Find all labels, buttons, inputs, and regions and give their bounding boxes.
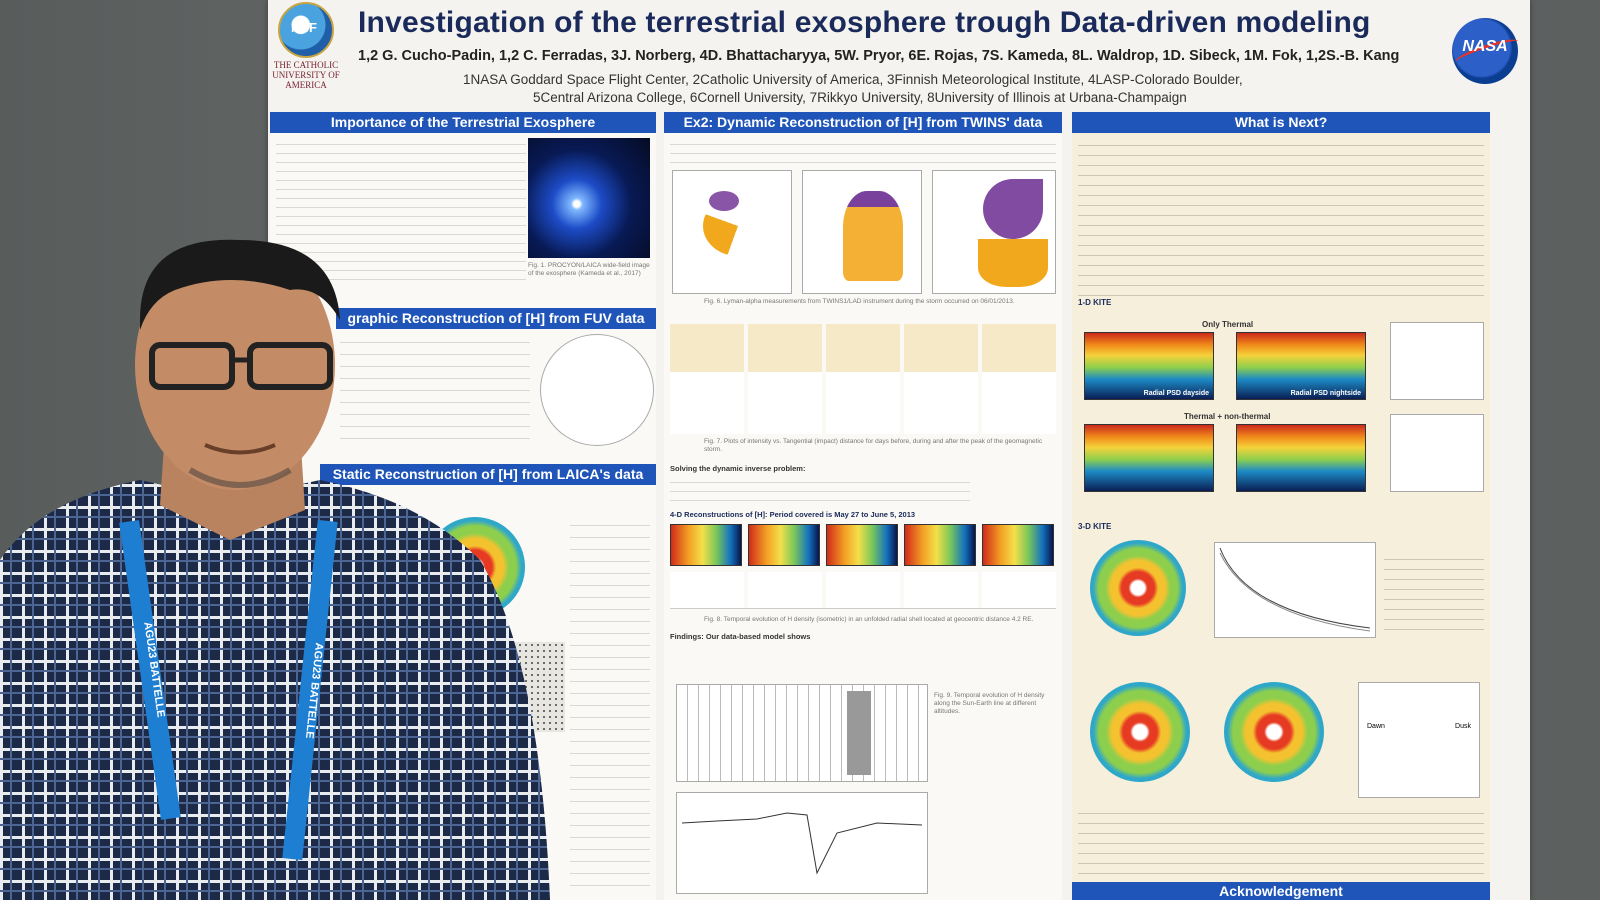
density-profile-plot-2 [1390, 414, 1484, 492]
twins-ray-fan-2 [843, 191, 903, 281]
dst-curve [681, 812, 923, 875]
fuv-text-block [340, 334, 530, 444]
section-header-fuv: graphic Reconstruction of [H] from FUV d… [336, 308, 656, 329]
catholic-university-logo: THE CATHOLIC UNIVERSITY OF AMERICA [272, 60, 340, 90]
section-header-acknowledgement: Acknowledgement [1072, 882, 1490, 900]
nasa-logo [1452, 18, 1518, 84]
twins-ray-fan-4 [978, 239, 1048, 287]
reconstruction-map-1 [670, 524, 742, 566]
reconstruction-map-3 [826, 524, 898, 566]
affiliations-line-2: 5Central Arizona College, 6Cornell Unive… [533, 90, 1187, 105]
twins-orbit-plot-2 [802, 170, 922, 294]
carruthers-image-1 [1090, 682, 1190, 782]
model-notes-text [1384, 552, 1484, 632]
figure-7-caption: Fig. 7. Plots of intensity vs. Tangentia… [704, 438, 1043, 453]
glasses-right-lens [247, 342, 333, 390]
figure-9-caption: Fig. 9. Temporal evolution of H density … [934, 692, 1045, 715]
reconstructions-heading: 4-D Reconstructions of [H]: Period cover… [670, 510, 916, 519]
reconstruction-map-2 [748, 524, 820, 566]
affiliations-line-1: 1NASA Goddard Space Flight Center, 2Cath… [463, 72, 1243, 87]
fuv-geometry-diagram [540, 334, 654, 446]
figure-8-caption: Fig. 8. Temporal evolution of H density … [704, 616, 1034, 623]
section-header-laica: Static Reconstruction of [H] from LAICA'… [320, 464, 656, 485]
reconstruction-map-4 [904, 524, 976, 566]
poster-column-right: What is Next? 1-D KITE Only Thermal Radi… [1072, 112, 1490, 900]
section-header-twins: Ex2: Dynamic Reconstruction of [H] from … [664, 112, 1062, 133]
plaid-shirt [0, 480, 550, 900]
twins-ray-fan-purple [709, 191, 739, 211]
kite-1d-label: 1-D KITE [1078, 298, 1112, 307]
psd-dayside-thermal: Radial PSD dayside [1084, 332, 1214, 400]
findings-heading: Findings: Our data-based model shows [670, 632, 811, 641]
storm-period-band [847, 691, 871, 775]
carruthers-image-2 [1224, 682, 1324, 782]
twins-ray-fan-3 [983, 179, 1043, 239]
goatee [188, 467, 292, 488]
poster-authors: 1,2 G. Cucho-Padin, 1,2 C. Ferradas, 3J.… [358, 48, 1400, 64]
nasa-logo-text: NASA [1462, 38, 1508, 55]
hair [140, 239, 340, 330]
psd-nightside-thermal: Radial PSD nightside [1236, 332, 1366, 400]
whats-next-text-block [1078, 138, 1484, 298]
dusk-label: Dusk [1455, 723, 1471, 730]
exobase-density-map [1090, 540, 1186, 636]
section-header-whats-next: What is Next? [1072, 112, 1490, 133]
sun-earth-line-plot [676, 684, 928, 782]
exobase-curves [1219, 547, 1371, 632]
exobase-profile-plot [1214, 542, 1376, 638]
twins-intensity-row [670, 324, 1056, 372]
exosphere-image [528, 138, 650, 258]
dst-index-plot [676, 792, 928, 894]
poster-column-middle: Ex2: Dynamic Reconstruction of [H] from … [664, 112, 1062, 900]
figure-1-caption: Fig. 1. PROCYON/LAICA wide-field image o… [528, 262, 650, 277]
poster-title: Investigation of the terrestrial exosphe… [358, 6, 1371, 39]
dynamic-problem-text [670, 476, 970, 502]
reconstruction-map-5 [982, 524, 1054, 566]
dynamic-problem-heading: Solving the dynamic inverse problem: [670, 464, 806, 473]
density-profile-plot-1 [1390, 322, 1484, 400]
poster-affiliations: 1NASA Goddard Space Flight Center, 2Cath… [463, 71, 1243, 107]
mouth [204, 443, 276, 455]
helix-text-block [1078, 806, 1484, 876]
twins-intensity-plots [670, 324, 1056, 434]
nsf-logo [278, 2, 334, 58]
section-header-importance: Importance of the Terrestrial Exosphere [270, 112, 656, 133]
thermal-nonthermal-label: Thermal + non-thermal [1184, 412, 1271, 421]
figure-6-caption: Fig. 6. Lyman-alpha measurements from TW… [704, 298, 1015, 305]
psd-dayside-label: Radial PSD dayside [1143, 390, 1209, 397]
psd-nightside-label: Radial PSD nightside [1290, 390, 1361, 397]
psd-nightside-nonthermal [1236, 424, 1366, 492]
intro-text-block [276, 138, 526, 288]
twins-orbit-plot-1 [672, 170, 792, 294]
psd-dayside-nonthermal [1084, 424, 1214, 492]
presenter-person [0, 239, 550, 900]
dawn-dusk-plot: Dawn Dusk [1358, 682, 1480, 798]
reconstruction-profile-plots [670, 572, 1056, 609]
laica-text-block [570, 517, 650, 887]
only-thermal-label: Only Thermal [1202, 320, 1254, 329]
dawn-label: Dawn [1367, 723, 1385, 730]
motivation-text-block [670, 138, 1056, 164]
kite-3d-label: 3-D KITE [1078, 522, 1112, 531]
twins-orbit-plot-3 [932, 170, 1056, 294]
nsf-logo-text: NSF [291, 20, 317, 35]
glasses-left-lens [149, 342, 235, 390]
